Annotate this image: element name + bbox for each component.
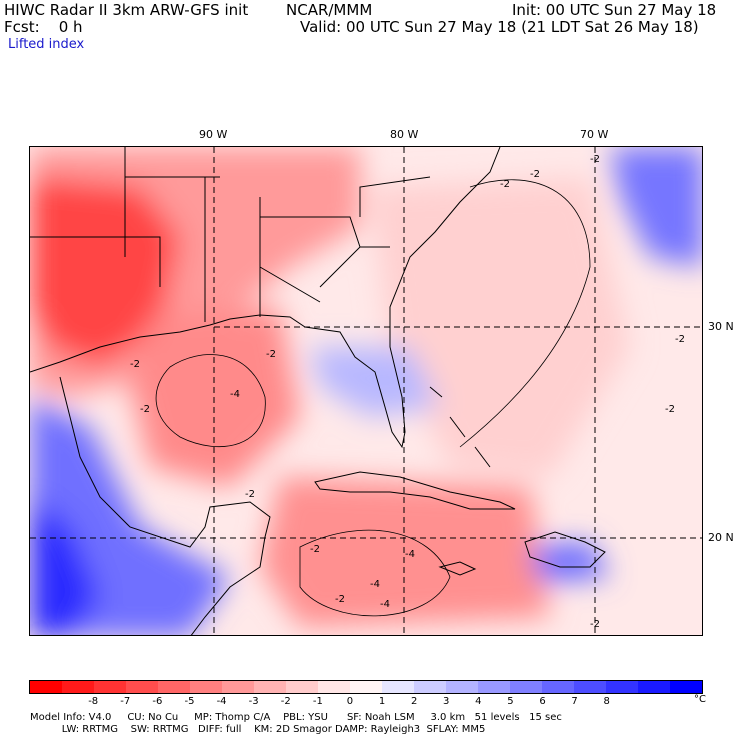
colorbar-label: 3 bbox=[443, 696, 450, 707]
colorbar-swatch bbox=[606, 681, 638, 693]
positive-region-northeast-atlantic bbox=[610, 147, 702, 267]
strong-positive-region-mexico bbox=[30, 497, 100, 635]
contour-label: -4 bbox=[380, 599, 390, 610]
colorbar-swatch bbox=[350, 681, 382, 693]
strong-negative-region-texas bbox=[30, 177, 180, 367]
contour-label: -4 bbox=[405, 549, 415, 560]
contour-label: -2 bbox=[590, 619, 600, 630]
contour-line-caribbean bbox=[299, 529, 451, 617]
colorbar-swatch bbox=[94, 681, 126, 693]
colorbar-label: -3 bbox=[248, 696, 259, 707]
colorbar-labels: -8 -7 -6 -5 -4 -3 -2 -1 0 1 2 3 4 5 6 7 8 bbox=[29, 696, 703, 708]
contour-label: -2 bbox=[335, 594, 345, 605]
colorbar-label: 8 bbox=[603, 696, 610, 707]
contour-label: -2 bbox=[310, 544, 320, 555]
contour-label: -2 bbox=[245, 489, 255, 500]
colorbar-swatch bbox=[574, 681, 606, 693]
title: HIWC Radar II 3km ARW-GFS init bbox=[4, 1, 249, 19]
colorbar-swatch bbox=[478, 681, 510, 693]
colorbar-swatch bbox=[318, 681, 350, 693]
contour-label: -4 bbox=[230, 389, 240, 400]
forecast-hour: Fcst: 0 h bbox=[4, 18, 83, 36]
lifted-index-map: -2 -4 -2 -2 -2 -2 -4 -4 -4 -2 -2 -2 -2 -… bbox=[29, 146, 703, 636]
contour-line-gulf bbox=[155, 354, 266, 448]
contour-label: -2 bbox=[665, 404, 675, 415]
cuba-outline bbox=[314, 471, 516, 510]
colorbar-label: 0 bbox=[346, 696, 354, 707]
contour-label: -2 bbox=[590, 154, 600, 165]
contour-label: -2 bbox=[266, 349, 276, 360]
colorbar-swatch bbox=[638, 681, 670, 693]
contour-label: -4 bbox=[370, 579, 380, 590]
organization: NCAR/MMM bbox=[286, 1, 373, 19]
contour-label: -2 bbox=[130, 359, 140, 370]
colorbar-label: 7 bbox=[571, 696, 578, 707]
lon-label-70w: 70 W bbox=[580, 128, 609, 141]
mexico-coastline bbox=[59, 376, 271, 635]
colorbar-label: 6 bbox=[539, 696, 546, 707]
lat-label-20n: 20 N bbox=[708, 531, 734, 544]
init-time: Init: 00 UTC Sun 27 May 18 bbox=[512, 1, 717, 19]
colorbar-swatch bbox=[286, 681, 318, 693]
negative-region-gulf bbox=[130, 307, 300, 487]
colorbar-swatch bbox=[670, 681, 702, 693]
colorbar-label: -8 bbox=[88, 696, 99, 707]
colorbar-unit: °C bbox=[694, 694, 706, 705]
us-coastline bbox=[30, 147, 501, 449]
colorbar-label: 1 bbox=[378, 696, 386, 707]
colorbar-swatch bbox=[62, 681, 94, 693]
colorbar-swatch bbox=[254, 681, 286, 693]
colorbar-swatch bbox=[30, 681, 62, 693]
colorbar-label: -2 bbox=[280, 696, 291, 707]
bahamas-outline bbox=[429, 386, 491, 468]
model-info-line1: Model Info: V4.0 CU: No Cu MP: Thomp C/A… bbox=[30, 712, 562, 723]
colorbar-swatch bbox=[510, 681, 542, 693]
contour-line-atlantic bbox=[459, 179, 591, 448]
colorbar-swatch bbox=[542, 681, 574, 693]
map-canvas: -2 -4 -2 -2 -2 -2 -4 -4 -4 -2 -2 -2 -2 -… bbox=[30, 147, 702, 635]
colorbar-label: -1 bbox=[312, 696, 323, 707]
lon-label-80w: 80 W bbox=[390, 128, 419, 141]
colorbar-label: -4 bbox=[216, 696, 227, 707]
lat-label-30n: 30 N bbox=[708, 320, 734, 333]
colorbar-label: 4 bbox=[475, 696, 482, 707]
colorbar-swatch bbox=[446, 681, 478, 693]
lon-label-90w: 90 W bbox=[199, 128, 228, 141]
negative-region-caribbean bbox=[260, 477, 550, 627]
colorbar-swatch bbox=[190, 681, 222, 693]
colorbar-swatch bbox=[222, 681, 254, 693]
positive-region-hispaniola bbox=[530, 542, 610, 582]
hispaniola-outline bbox=[524, 531, 606, 568]
colorbar-swatch bbox=[126, 681, 158, 693]
contour-label: -2 bbox=[530, 169, 540, 180]
contour-label: -2 bbox=[500, 179, 510, 190]
colorbar-label: 2 bbox=[410, 696, 418, 707]
field-name: Lifted index bbox=[8, 37, 85, 52]
model-info-line2: LW: RRTMG SW: RRTMG DIFF: full KM: 2D Sm… bbox=[30, 724, 486, 735]
colorbar-swatch bbox=[158, 681, 190, 693]
colorbar-swatch bbox=[414, 681, 446, 693]
valid-time: Valid: 00 UTC Sun 27 May 18 (21 LDT Sat … bbox=[300, 18, 699, 36]
colorbar-swatch bbox=[382, 681, 414, 693]
colorbar bbox=[29, 680, 703, 694]
colorbar-label: -6 bbox=[152, 696, 163, 707]
colorbar-label: -5 bbox=[184, 696, 195, 707]
jamaica-outline bbox=[438, 561, 477, 576]
contour-label: -2 bbox=[140, 404, 150, 415]
positive-region-florida bbox=[310, 347, 440, 417]
contour-label: -2 bbox=[675, 334, 685, 345]
colorbar-label: -7 bbox=[120, 696, 131, 707]
us-state-lines bbox=[30, 147, 431, 322]
colorbar-label: 5 bbox=[507, 696, 514, 707]
